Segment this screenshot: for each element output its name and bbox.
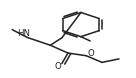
Text: HN: HN	[17, 29, 30, 38]
Text: O: O	[54, 62, 61, 71]
Text: O: O	[87, 49, 94, 58]
